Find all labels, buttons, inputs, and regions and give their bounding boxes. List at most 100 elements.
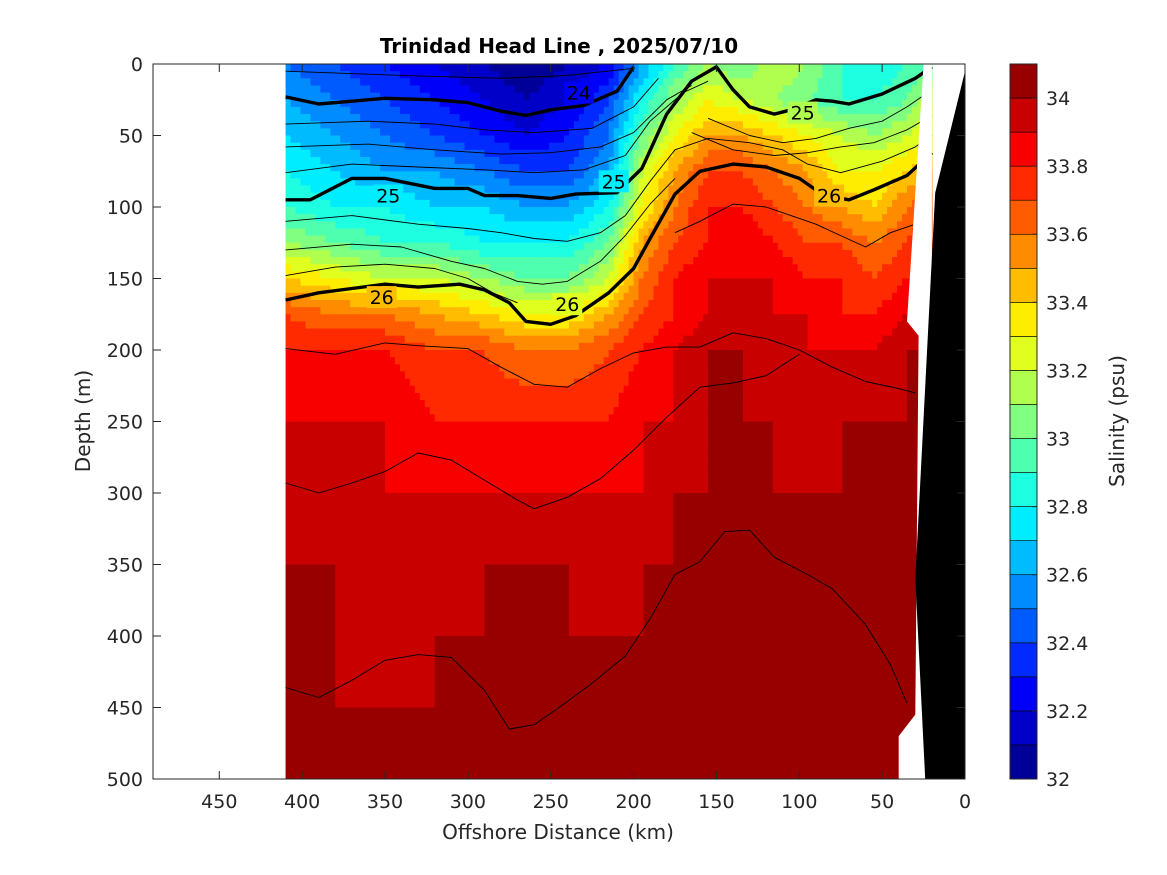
salinity-cell (300, 350, 307, 358)
salinity-cell (399, 242, 406, 251)
salinity-cell (509, 578, 515, 587)
salinity-cell (409, 750, 416, 759)
salinity-cell (509, 114, 515, 122)
salinity-cell (459, 500, 466, 508)
salinity-cell (454, 736, 461, 744)
salinity-cell (474, 207, 481, 215)
salinity-cell (514, 450, 520, 458)
salinity-cell (444, 149, 451, 158)
salinity-cell (350, 307, 356, 315)
salinity-cell (424, 328, 431, 337)
salinity-cell (519, 628, 525, 637)
salinity-cell (429, 328, 436, 337)
salinity-cell (479, 214, 486, 222)
salinity-cell (399, 621, 406, 630)
salinity-cell (519, 743, 525, 751)
salinity-cell (424, 421, 431, 430)
salinity-cell (424, 314, 431, 322)
salinity-cell (350, 636, 356, 644)
salinity-cell (399, 721, 406, 730)
salinity-cell (464, 664, 471, 673)
salinity-cell (449, 71, 456, 79)
salinity-cell (514, 121, 520, 129)
salinity-cell (479, 578, 486, 587)
salinity-cell (474, 614, 481, 623)
salinity-cell (419, 235, 426, 244)
salinity-cell (360, 450, 366, 458)
salinity-cell (285, 135, 292, 144)
salinity-cell (449, 142, 456, 151)
salinity-cell (300, 457, 307, 465)
salinity-cell (464, 121, 471, 129)
salinity-cell (375, 249, 381, 258)
salinity-cell (370, 164, 376, 172)
salinity-cell (335, 457, 341, 465)
salinity-cell (335, 493, 341, 501)
salinity-cell (409, 114, 416, 122)
salinity-cell (335, 650, 341, 659)
salinity-cell (404, 364, 411, 373)
salinity-cell (394, 578, 401, 587)
salinity-cell (320, 299, 326, 308)
salinity-cell (325, 64, 331, 72)
salinity-cell (484, 378, 490, 387)
salinity-cell (345, 650, 351, 659)
salinity-cell (404, 328, 411, 337)
salinity-cell (444, 571, 451, 580)
salinity-cell (370, 500, 376, 508)
salinity-cell (429, 85, 436, 94)
salinity-cell (335, 550, 341, 558)
salinity-cell (459, 442, 466, 451)
salinity-cell (404, 114, 411, 122)
salinity-cell (434, 414, 441, 423)
salinity-cell (345, 593, 351, 601)
salinity-cell (310, 721, 316, 730)
salinity-cell (385, 400, 391, 408)
salinity-cell (365, 736, 371, 744)
salinity-cell (370, 128, 376, 137)
salinity-cell (310, 521, 316, 530)
salinity-cell (474, 171, 481, 179)
salinity-cell (474, 121, 481, 129)
salinity-cell (360, 643, 366, 651)
salinity-cell (444, 757, 451, 766)
salinity-cell (414, 92, 421, 101)
salinity-cell (389, 114, 396, 122)
salinity-cell (509, 249, 515, 258)
salinity-cell (389, 221, 396, 230)
salinity-cell (290, 192, 297, 201)
salinity-cell (365, 464, 371, 473)
salinity-cell (454, 357, 461, 365)
salinity-cell (285, 199, 292, 208)
salinity-cell (419, 264, 426, 272)
salinity-cell (489, 657, 495, 666)
salinity-cell (494, 628, 500, 637)
salinity-cell (464, 342, 471, 351)
salinity-cell (514, 636, 520, 644)
salinity-cell (424, 478, 431, 487)
salinity-cell (335, 149, 341, 158)
salinity-cell (454, 135, 461, 144)
salinity-cell (375, 371, 381, 380)
salinity-cell (335, 564, 341, 573)
salinity-cell (360, 178, 366, 187)
salinity-cell (394, 557, 401, 566)
salinity-cell (439, 271, 446, 280)
salinity-cell (360, 421, 366, 430)
salinity-cell (469, 721, 476, 730)
salinity-cell (360, 650, 366, 659)
salinity-cell (335, 435, 341, 444)
salinity-cell (524, 643, 530, 651)
salinity-cell (389, 128, 396, 137)
salinity-cell (519, 564, 525, 573)
salinity-cell (529, 557, 535, 566)
salinity-cell (335, 378, 341, 387)
salinity-cell (375, 228, 381, 237)
salinity-cell (305, 428, 312, 437)
salinity-cell (479, 450, 486, 458)
salinity-cell (315, 85, 321, 94)
salinity-cell (414, 357, 421, 365)
salinity-cell (514, 407, 520, 415)
salinity-cell (335, 500, 341, 508)
salinity-cell (295, 178, 302, 187)
